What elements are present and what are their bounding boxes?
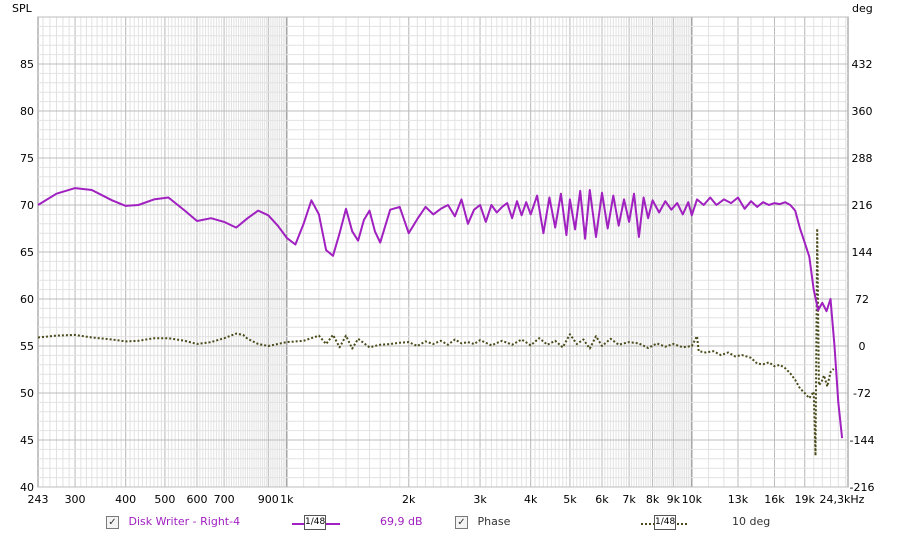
y-left-tick-label: 40 — [20, 481, 34, 494]
y-left-tick-label: 65 — [20, 246, 34, 259]
spl-smoothing-label: 1/48 — [305, 517, 326, 527]
grid — [38, 16, 848, 488]
y-right-tick-label: 432 — [852, 58, 873, 71]
x-tick-label: 700 — [214, 493, 235, 506]
y-right-tick-label: 72 — [855, 293, 869, 306]
y-left-tick-label: 80 — [20, 105, 34, 118]
x-tick-label: 19k — [795, 493, 816, 506]
x-tick-label: 10k — [682, 493, 703, 506]
legend-item-spl[interactable]: ✓ Disk Writer - Right-4 — [106, 515, 240, 529]
x-tick-label: 243 — [28, 493, 49, 506]
y-left-tick-label: 55 — [20, 340, 34, 353]
y-right-tick-label: -144 — [850, 434, 875, 447]
x-tick-label: 7k — [622, 493, 636, 506]
y-left-tick-labels: 40 45 50 55 60 65 70 75 80 85 — [20, 58, 34, 494]
x-tick-label: 1k — [280, 493, 294, 506]
x-tick-label: 4k — [524, 493, 538, 506]
y-right-tick-label: 144 — [852, 246, 873, 259]
y-right-tick-label: -72 — [853, 387, 871, 400]
y-right-tick-label: -216 — [850, 481, 875, 494]
x-tick-label: 24,3kHz — [820, 493, 865, 506]
y-right-tick-label: 216 — [852, 199, 873, 212]
phase-series-line — [37, 227, 835, 457]
x-tick-label: 600 — [186, 493, 207, 506]
y-left-tick-label: 85 — [20, 58, 34, 71]
x-tick-label: 5k — [563, 493, 577, 506]
x-tick-label: 500 — [154, 493, 175, 506]
spl-curve — [37, 187, 844, 439]
y-left-tick-label: 45 — [20, 434, 34, 447]
spl-visibility-checkbox[interactable]: ✓ — [106, 515, 119, 529]
y-right-tick-label: 0 — [859, 340, 866, 353]
spl-series-line — [37, 187, 844, 439]
y-right-axis-label: deg — [852, 2, 873, 15]
y-right-tick-label: 288 — [852, 152, 873, 165]
x-tick-label: 2k — [402, 493, 416, 506]
y-left-tick-label: 60 — [20, 293, 34, 306]
x-tick-label: 300 — [65, 493, 86, 506]
y-left-tick-label: 50 — [20, 387, 34, 400]
legend-item-phase[interactable]: ✓ Phase — [455, 515, 510, 529]
phase-visibility-checkbox[interactable]: ✓ — [455, 515, 468, 529]
phase-curve — [37, 227, 835, 457]
spl-cursor-value: 69,9 dB — [380, 515, 423, 528]
x-tick-label: 9k — [667, 493, 681, 506]
x-tick-label: 13k — [728, 493, 749, 506]
x-tick-label: 6k — [595, 493, 609, 506]
y-left-tick-label: 70 — [20, 199, 34, 212]
x-tick-labels: 243 300 400 500 600 700 900 1k 2k 3k 4k 5k 6k 7k 8k 9k 1… — [28, 493, 865, 506]
x-tick-label: 400 — [115, 493, 136, 506]
y-right-tick-labels: -216 -144 -72 0 72 144 216 288 360 432 — [850, 58, 875, 494]
y-right-tick-label: 360 — [852, 105, 873, 118]
legend-bar: ✓ Disk Writer - Right-4 1/48 69,9 dB ✓ P… — [0, 513, 900, 535]
x-tick-label: 900 — [258, 493, 279, 506]
y-left-axis-label: SPL — [12, 2, 33, 15]
y-left-tick-label: 75 — [20, 152, 34, 165]
x-tick-label: 8k — [646, 493, 660, 506]
phase-cursor-value: 10 deg — [732, 515, 771, 528]
spl-series-label: Disk Writer - Right-4 — [128, 515, 241, 528]
phase-smoothing-label: 1/48 — [655, 517, 676, 527]
phase-smoothing-button[interactable]: 1/48 — [654, 515, 676, 530]
phase-series-label: Phase — [477, 515, 511, 528]
x-tick-label: 3k — [473, 493, 487, 506]
spl-smoothing-button[interactable]: 1/48 — [304, 515, 326, 530]
x-tick-label: 16k — [764, 493, 785, 506]
